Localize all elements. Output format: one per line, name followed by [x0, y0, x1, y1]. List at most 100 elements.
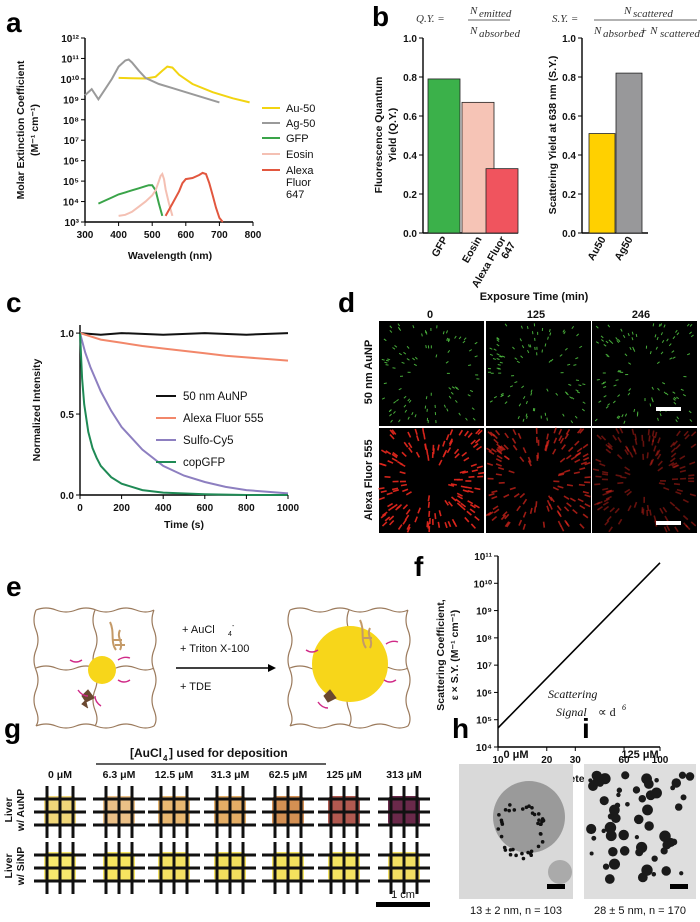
series-ag-50-line	[84, 58, 220, 104]
scattering-line	[497, 562, 661, 729]
panel-c-xlabel: Time (s)	[164, 519, 204, 531]
panel-label-c: c	[6, 287, 22, 318]
y-tick-label: 10¹¹	[474, 552, 492, 563]
tissue-tile	[204, 842, 256, 894]
y-tick-label: 0.8	[562, 73, 576, 84]
svg-text:] used for deposition: ] used for deposition	[169, 746, 288, 760]
aunp-tile	[592, 321, 697, 426]
x-tick-label: 10	[492, 755, 504, 766]
svg-text:[AuCl: [AuCl	[130, 746, 162, 760]
series-50nm-aunp-line	[79, 332, 289, 336]
panel-g-header: [AuCl 4 ] used for deposition	[96, 746, 326, 765]
x-tick-label: 300	[77, 230, 94, 241]
tem-blob-large	[493, 781, 565, 853]
y-tick-label: 10⁶	[476, 688, 492, 699]
svg-text:S.Y. =: S.Y. =	[552, 13, 578, 25]
panel-label-e: e	[6, 571, 22, 602]
bar	[485, 168, 519, 234]
y-tick-label: 10⁸	[476, 634, 492, 645]
y-tick-label: 10⁵	[476, 716, 492, 727]
y-tick-label: 1.0	[60, 329, 74, 340]
scale-bar-d1	[656, 407, 681, 411]
x-tick-label: 800	[238, 503, 255, 514]
panel-a-chart: 300 400 500 600 700 800 10³ 10⁴ 10⁵ 10⁶ 10⁷ 10⁸ 10⁹ 1…	[15, 34, 315, 262]
x-tick-label: 800	[245, 230, 262, 241]
panel-g-row2-label-a: Liver	[3, 853, 15, 878]
panel-f-ylabel2: ε × S.Y. (M⁻¹ cm⁻¹)	[449, 610, 461, 700]
x-tick-label: 20	[541, 755, 553, 766]
legend-label: Ag-50	[286, 118, 315, 130]
x-tick-label: 600	[177, 230, 194, 241]
legend-label: Alexa Fluor 555	[183, 413, 264, 425]
y-tick-label: 0.6	[403, 112, 417, 123]
tissue-tile	[262, 842, 314, 894]
svg-text:+ N: + N	[640, 25, 658, 37]
panel-c-ylabel: Normalized Intensity	[31, 359, 43, 462]
gold-nanoparticle-grown	[312, 626, 388, 702]
panel-b-charts: Q.Y. = N emitted N absorbed S.Y. = N sca…	[373, 5, 700, 290]
alexa-tile	[592, 427, 697, 533]
tissue-tile	[318, 786, 370, 838]
panel-a-ylabel: Molar Extinction Coefficient	[15, 60, 27, 199]
concentration-label: 12.5 μM	[155, 769, 194, 781]
panel-label-i: i	[582, 713, 590, 744]
y-tick-label: 10³	[65, 218, 80, 229]
panel-d-title: Exposure Time (min)	[480, 291, 589, 303]
tissue-tile	[204, 786, 256, 838]
legend-label: Alexa	[286, 165, 314, 177]
panel-label-a: a	[6, 7, 22, 38]
bar	[588, 133, 616, 234]
x-tick-label: 30	[570, 755, 582, 766]
panel-a-xlabel: Wavelength (nm)	[128, 250, 212, 262]
svg-text:Eosin: Eosin	[460, 235, 485, 266]
qy-equation: Q.Y. = N emitted N absorbed	[416, 5, 520, 40]
y-tick-label: 10⁴	[476, 743, 492, 754]
reagent-aucl4-sup: -	[232, 623, 235, 630]
legend-label: Eosin	[286, 149, 314, 161]
aunp-tile	[379, 321, 484, 426]
y-tick-label: 0.4	[403, 151, 417, 162]
sy-equation: S.Y. = N scattered N absorbed + N scatte…	[552, 5, 700, 40]
tissue-tile	[378, 786, 430, 838]
svg-text:Q.Y. =: Q.Y. =	[416, 13, 445, 25]
y-tick-label: 0.4	[562, 151, 576, 162]
y-tick-label: 10⁹	[63, 95, 79, 106]
x-tick-label: 0	[77, 503, 83, 514]
panel-h-caption: 13 ± 2 nm, n = 103	[470, 905, 562, 917]
y-tick-label: 0.0	[403, 229, 417, 240]
alexa-tile	[378, 428, 485, 533]
y-tick-label: 0.2	[403, 190, 417, 201]
series-au-50-line	[118, 65, 250, 104]
x-tick-label: 60	[618, 755, 630, 766]
panel-g-tissue-images: [AuCl 4 ] used for deposition 0 μM 6.3 μM…	[3, 746, 430, 907]
legend-label: Fluor	[286, 177, 311, 189]
y-tick-label: 1.0	[562, 34, 576, 45]
svg-text:absorbed: absorbed	[479, 28, 520, 40]
svg-text:Au50: Au50	[585, 234, 608, 262]
svg-text:GFP: GFP	[429, 235, 450, 260]
svg-text:N: N	[623, 5, 632, 17]
svg-text:scattered: scattered	[633, 8, 673, 20]
panel-d-row-label-aunp: 50 nm AuNP	[363, 340, 375, 404]
tissue-tile	[93, 842, 145, 894]
y-tick-label: 0.2	[562, 190, 576, 201]
y-tick-label: 10⁵	[63, 177, 79, 188]
concentration-label: 313 μM	[386, 769, 422, 781]
x-tick-label: 400	[155, 503, 172, 514]
y-tick-label: 0.0	[60, 491, 74, 502]
y-tick-label: 10⁷	[477, 661, 492, 672]
legend-label: 647	[286, 189, 304, 201]
svg-text:absorbed: absorbed	[603, 28, 644, 40]
y-tick-label: 10⁷	[64, 136, 79, 147]
x-tick-label: 600	[196, 503, 213, 514]
legend-label: Au-50	[286, 103, 315, 115]
x-tick-label: 1000	[277, 503, 300, 514]
concentration-label: 62.5 μM	[269, 769, 308, 781]
scale-bar-i	[670, 884, 688, 889]
series-copgfp-line	[79, 333, 288, 496]
scale-bar-h	[547, 884, 565, 889]
tissue-tile	[318, 842, 370, 894]
hydrogel-before	[33, 607, 157, 729]
panel-label-b: b	[372, 1, 389, 32]
y-tick-label: 10⁴	[63, 198, 79, 209]
